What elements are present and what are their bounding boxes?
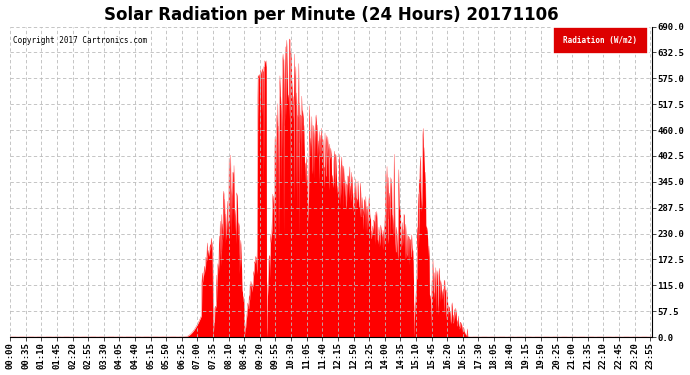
Text: Copyright 2017 Cartronics.com: Copyright 2017 Cartronics.com	[13, 36, 148, 45]
Title: Solar Radiation per Minute (24 Hours) 20171106: Solar Radiation per Minute (24 Hours) 20…	[104, 6, 558, 24]
